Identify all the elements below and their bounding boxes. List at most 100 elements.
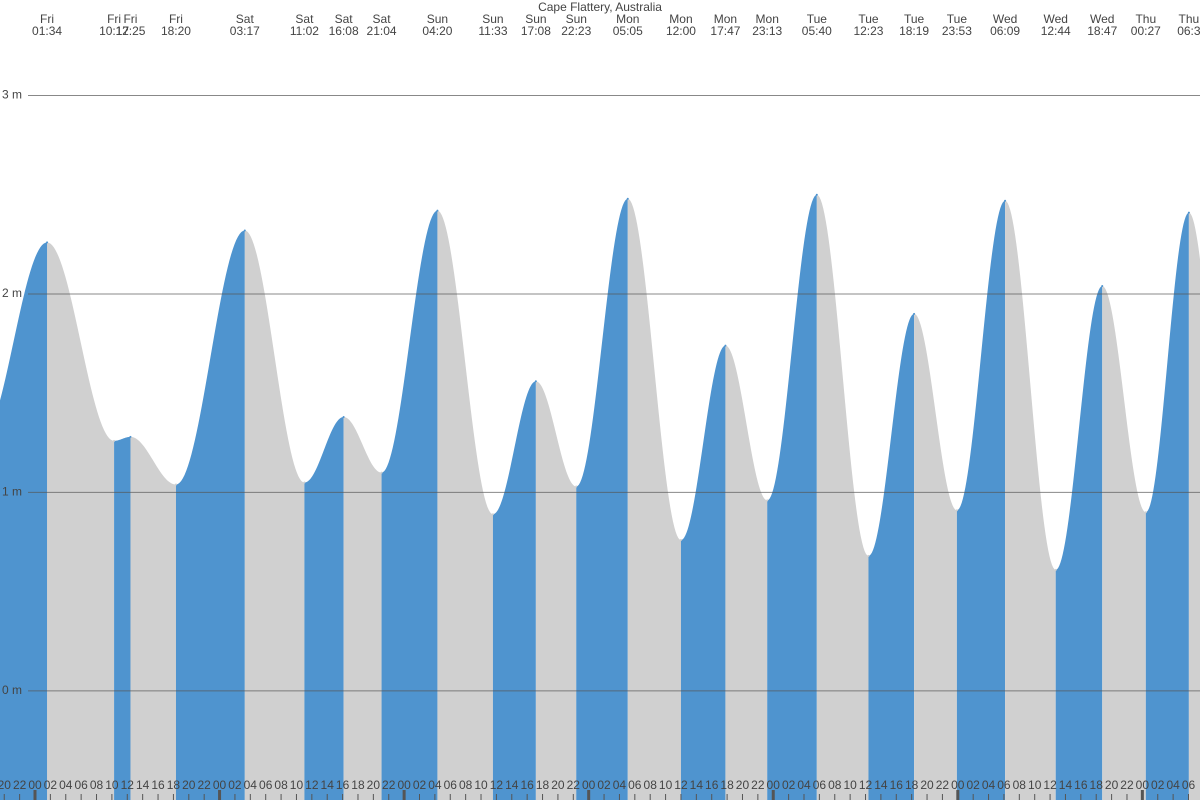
hour-label: 18 [536, 778, 550, 792]
hour-label: 08 [644, 778, 658, 792]
tide-extreme [679, 539, 682, 542]
hour-label: 12 [859, 778, 873, 792]
hour-label: 02 [782, 778, 796, 792]
hour-label: 10 [843, 778, 857, 792]
hour-label: 22 [936, 778, 950, 792]
y-tick-label: 3 m [2, 88, 22, 102]
extreme-day: Tue [947, 12, 968, 26]
tide-extreme [436, 209, 439, 212]
extreme-time: 23:53 [942, 24, 972, 38]
falling-tide [914, 313, 957, 800]
hour-label: 18 [351, 778, 365, 792]
extreme-day: Sat [373, 12, 392, 26]
extreme-day: Mon [756, 12, 779, 26]
extreme-day: Tue [904, 12, 925, 26]
extreme-time: 23:13 [752, 24, 782, 38]
hour-label: 00 [951, 778, 965, 792]
hour-label: 08 [274, 778, 288, 792]
extreme-day: Mon [669, 12, 692, 26]
hour-label: 08 [459, 778, 473, 792]
rising-tide [0, 242, 48, 800]
extreme-time: 05:05 [613, 24, 643, 38]
hour-label: 16 [1074, 778, 1088, 792]
tide-extreme [766, 499, 769, 502]
falling-tide [1005, 200, 1056, 800]
falling-tide [130, 436, 176, 800]
tide-extreme [174, 483, 177, 486]
hour-label: 10 [659, 778, 673, 792]
tide-extreme [113, 439, 116, 442]
hour-label: 20 [0, 778, 11, 792]
hour-label: 12 [305, 778, 319, 792]
hour-label: 00 [582, 778, 596, 792]
hour-label: 12 [121, 778, 135, 792]
hour-label: 06 [997, 778, 1011, 792]
hour-label: 08 [90, 778, 104, 792]
tide-extreme [867, 554, 870, 557]
hour-label: 04 [613, 778, 627, 792]
extreme-time: 12:23 [853, 24, 883, 38]
tide-extreme [303, 481, 306, 484]
hour-label: 22 [1120, 778, 1134, 792]
falling-tide [244, 230, 305, 800]
tide-extreme [815, 193, 818, 196]
extreme-day: Wed [993, 12, 1017, 26]
extreme-day: Sat [295, 12, 314, 26]
hour-label: 14 [690, 778, 704, 792]
extreme-time: 06:3 [1177, 24, 1200, 38]
extreme-time: 00:27 [1131, 24, 1161, 38]
extreme-time: 22:23 [561, 24, 591, 38]
hour-label: 04 [59, 778, 73, 792]
extreme-day: Sat [335, 12, 354, 26]
tide-extreme [46, 241, 49, 244]
hour-label: 14 [1059, 778, 1073, 792]
y-tick-label: 1 m [2, 485, 22, 499]
hour-label: 22 [751, 778, 765, 792]
hour-label: 02 [413, 778, 427, 792]
hour-label: 02 [1151, 778, 1165, 792]
tide-extreme [1187, 211, 1190, 214]
extreme-time: 01:34 [32, 24, 62, 38]
rising-tide [767, 194, 817, 800]
hour-label: 20 [736, 778, 750, 792]
extreme-day: Sun [482, 12, 503, 26]
tide-extreme [1144, 511, 1147, 514]
hour-label: 20 [551, 778, 565, 792]
tide-extreme [1101, 285, 1104, 288]
tide-extreme [491, 513, 494, 516]
rising-tide [1055, 286, 1103, 800]
tide-extreme [575, 485, 578, 488]
rising-tide [680, 345, 726, 800]
hour-label: 10 [1028, 778, 1042, 792]
extreme-day: Sun [566, 12, 587, 26]
hour-label: 06 [259, 778, 273, 792]
hour-label: 12 [490, 778, 504, 792]
y-tick-label: 2 m [2, 286, 22, 300]
hour-label: 02 [967, 778, 981, 792]
hour-label: 22 [567, 778, 581, 792]
extreme-day: Thu [1179, 12, 1200, 26]
tide-extreme [955, 509, 958, 512]
tide-extreme [534, 380, 537, 383]
falling-tide [47, 242, 115, 800]
extreme-time: 11:02 [290, 24, 319, 38]
hour-label: 20 [367, 778, 381, 792]
hour-label: 06 [628, 778, 642, 792]
extreme-day: Tue [807, 12, 828, 26]
hour-label: 12 [1043, 778, 1057, 792]
extreme-day: Wed [1090, 12, 1114, 26]
hour-label: 02 [597, 778, 611, 792]
hour-label: 08 [1013, 778, 1027, 792]
rising-tide [868, 313, 915, 800]
tide-extreme [380, 471, 383, 474]
extreme-time: 12:00 [666, 24, 696, 38]
extreme-time: 03:17 [230, 24, 260, 38]
extreme-time: 18:19 [899, 24, 929, 38]
extreme-day: Tue [858, 12, 879, 26]
falling-tide [725, 345, 768, 800]
extreme-time: 17:08 [521, 24, 551, 38]
hour-label: 16 [151, 778, 165, 792]
hour-label: 16 [336, 778, 350, 792]
y-tick-label: 0 m [2, 683, 22, 697]
